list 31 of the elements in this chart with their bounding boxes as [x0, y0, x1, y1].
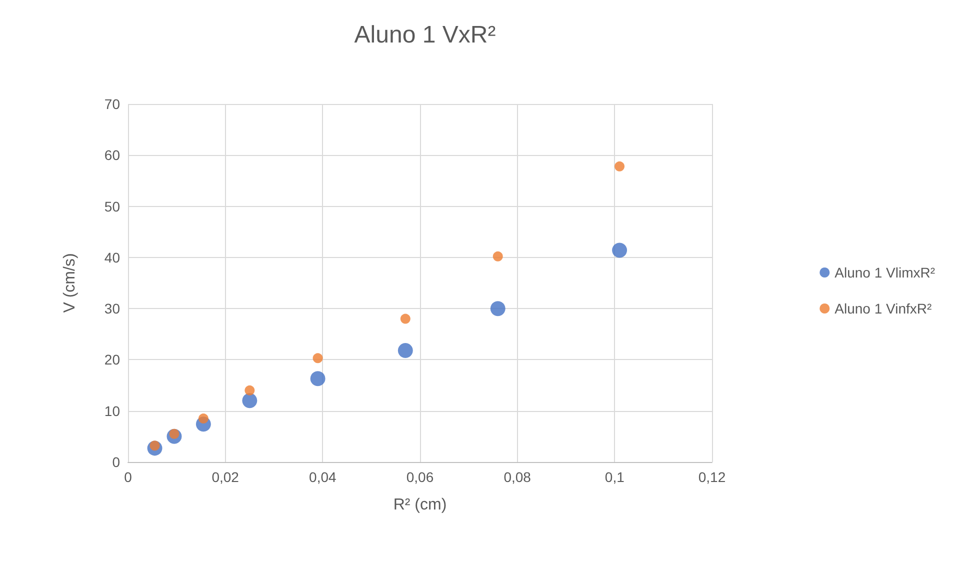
x-tick-label: 0,12 — [698, 469, 726, 485]
point — [198, 414, 208, 424]
y-tick-label: 60 — [104, 147, 120, 164]
x-axis-title: R² (cm) — [393, 496, 447, 514]
x-tick-label: 0 — [124, 469, 132, 485]
y-tick-label: 30 — [104, 300, 120, 317]
x-tick-label: 0,02 — [212, 469, 240, 485]
legend-label: Aluno 1 VlimxR² — [834, 264, 936, 280]
point — [612, 242, 628, 258]
chart-title: Aluno 1 VxR² — [354, 22, 496, 48]
y-axis-title: V (cm/s) — [62, 253, 78, 313]
point — [310, 371, 326, 386]
point — [312, 353, 323, 364]
y-tick-label: 40 — [104, 249, 120, 266]
x-tick-label: 0,1 — [604, 469, 625, 485]
point — [400, 314, 410, 324]
point — [492, 251, 503, 262]
y-tick-label: 50 — [104, 198, 120, 214]
y-tick-label: 0 — [112, 454, 120, 470]
point — [242, 393, 258, 408]
x-tick-label: 0,08 — [504, 469, 532, 485]
point — [398, 343, 413, 358]
y-tick-label: 20 — [104, 352, 120, 368]
y-tick-label: 10 — [104, 402, 120, 419]
x-tick-label: 0,06 — [406, 469, 434, 485]
point — [244, 385, 255, 396]
point — [490, 301, 506, 316]
point — [614, 161, 625, 172]
y-tick-label: 70 — [104, 96, 120, 112]
x-tick-label: 0,04 — [309, 469, 337, 485]
legend-label: Aluno 1 VinfxR² — [834, 300, 932, 316]
